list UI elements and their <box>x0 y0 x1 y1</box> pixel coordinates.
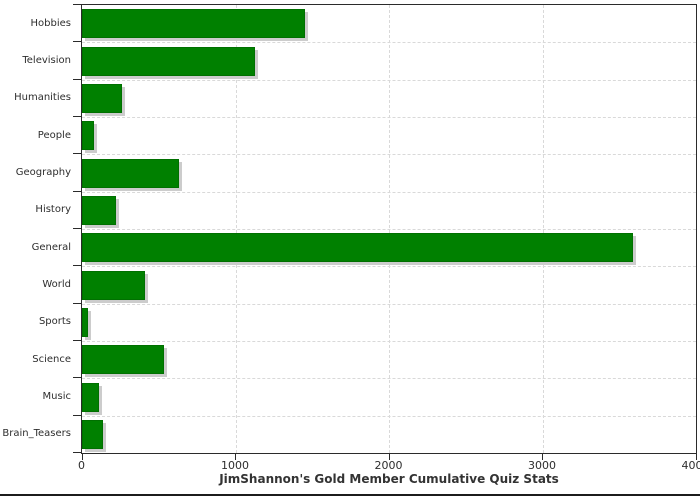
bar-people <box>82 121 94 151</box>
category-label: World <box>42 279 71 290</box>
y-axis-tick <box>73 340 81 341</box>
y-axis-tick <box>73 116 81 117</box>
row-gridline <box>82 378 696 380</box>
category-label: Geography <box>15 167 71 178</box>
x-axis-tick <box>388 453 390 460</box>
category-label: Brain_Teasers <box>2 428 71 440</box>
bar-humanities <box>82 83 123 113</box>
y-axis-tick <box>73 415 81 416</box>
bar-television <box>82 46 256 76</box>
row-gridline <box>82 341 696 342</box>
y-axis-tick <box>73 79 81 80</box>
chart-title: JimShannon's Gold Member Cumulative Quiz… <box>219 472 559 486</box>
bar-brain_teasers <box>82 419 103 449</box>
bar-world <box>82 270 145 300</box>
row-gridline <box>82 191 696 193</box>
x-tick-label: 2000 <box>374 459 403 472</box>
y-axis-tick <box>73 228 81 229</box>
y-axis-tick <box>73 265 81 266</box>
row-gridline <box>82 79 696 81</box>
y-axis-tick <box>73 377 81 378</box>
category-label: Hobbies <box>30 17 71 29</box>
x-axis-tick <box>695 453 697 460</box>
category-label: Sports <box>38 316 71 328</box>
category-label: Humanities <box>14 92 71 104</box>
row-gridline <box>82 303 696 305</box>
bar-sports <box>82 307 88 337</box>
category-label: History <box>35 204 71 216</box>
bar-history <box>82 195 117 225</box>
bottom-divider <box>0 494 700 496</box>
x-tick-label: 4000 <box>681 459 700 472</box>
category-label: Music <box>42 391 71 402</box>
row-gridline <box>82 415 696 417</box>
y-axis-tick <box>73 191 81 192</box>
x-axis-tick <box>81 453 83 460</box>
bar-science <box>82 345 165 375</box>
y-axis-tick <box>73 41 81 42</box>
category-label: Science <box>32 353 71 365</box>
bar-music <box>82 382 99 412</box>
row-gridline <box>82 266 696 268</box>
row-gridline <box>82 117 696 118</box>
bar-general <box>82 233 634 263</box>
y-axis-tick <box>73 153 81 154</box>
row-gridline <box>82 229 696 230</box>
bar-geography <box>82 158 179 188</box>
x-tick-label: 1000 <box>221 459 249 472</box>
x-axis-tick <box>235 453 236 460</box>
bar-hobbies <box>82 9 305 39</box>
row-gridline <box>82 154 696 156</box>
category-label: General <box>31 241 71 253</box>
y-axis-tick <box>73 4 81 5</box>
y-axis-tick <box>73 452 81 453</box>
row-gridline <box>82 42 696 44</box>
x-tick-label: 0 <box>78 459 85 472</box>
y-axis-tick <box>73 303 81 304</box>
x-axis-tick <box>542 453 543 460</box>
category-label: People <box>37 129 71 141</box>
x-tick-label: 3000 <box>528 459 556 472</box>
category-label: Television <box>22 55 71 66</box>
plot-area <box>81 4 697 454</box>
